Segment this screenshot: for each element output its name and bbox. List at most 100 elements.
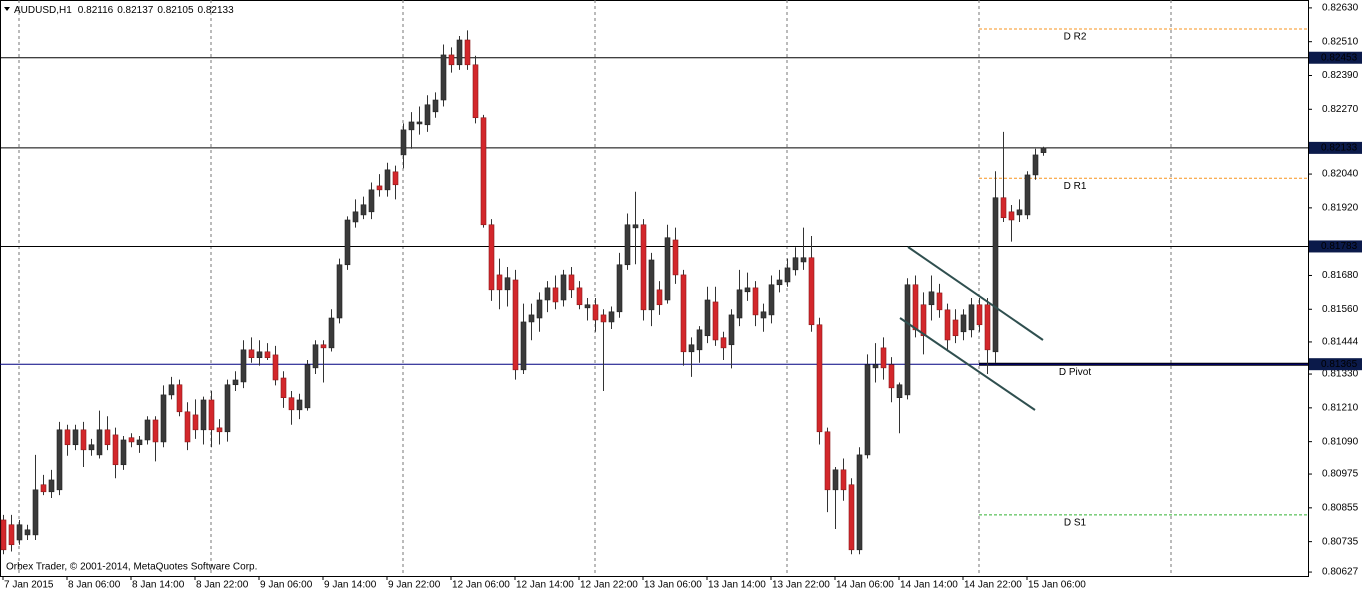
candle-body — [456, 39, 463, 66]
candle-body — [584, 304, 591, 309]
candle-body — [288, 397, 295, 411]
candle-body — [184, 411, 191, 443]
candle-body — [992, 197, 999, 353]
y-tick-label: 0.80735 — [1322, 536, 1359, 547]
candle-body — [472, 64, 479, 119]
y-tick-label: 0.81330 — [1322, 369, 1359, 380]
candle-body — [784, 267, 791, 283]
y-tick-label: 0.81090 — [1322, 436, 1359, 447]
last-open: 0.82116 — [78, 5, 114, 16]
candle-body — [24, 529, 31, 536]
last-low: 0.82105 — [157, 5, 194, 16]
candle-body — [208, 399, 215, 431]
candle-body — [328, 317, 335, 349]
trend-channel — [899, 246, 1044, 411]
candle-body — [56, 429, 63, 491]
candle-body — [832, 469, 839, 491]
candle-body — [592, 304, 599, 321]
candle-body — [128, 437, 135, 443]
x-tick-label: 13 Jan 14:00 — [708, 580, 766, 591]
candle-body — [848, 484, 855, 551]
candle-body — [504, 277, 511, 291]
price-label: 0.82133 — [1321, 143, 1358, 154]
candle-body — [368, 189, 375, 213]
x-tick-label: 12 Jan 14:00 — [516, 580, 574, 591]
candle-body — [536, 299, 543, 319]
candle-body — [152, 419, 159, 443]
x-tick-label: 12 Jan 06:00 — [452, 580, 510, 591]
grid — [18, 0, 1172, 576]
candle-body — [64, 429, 71, 446]
channel-lower-line — [899, 317, 1036, 411]
candle-body — [512, 279, 519, 371]
candle-body — [744, 287, 751, 293]
candle-body — [496, 274, 503, 291]
candle-body — [680, 274, 687, 353]
candles — [0, 30, 1047, 555]
candle-body — [448, 54, 455, 66]
chart-header: AUDUSD,H1 0.82116 0.82137 0.82105 0.82133 — [14, 5, 234, 16]
candle-body — [960, 314, 967, 333]
y-tick-label: 0.81444 — [1322, 337, 1359, 348]
candle-body — [1032, 154, 1039, 176]
candle-body — [432, 99, 439, 113]
y-tick-label: 0.81560 — [1322, 304, 1359, 315]
candle-body — [760, 311, 767, 319]
candle-body — [376, 185, 383, 191]
candle-body — [320, 344, 327, 349]
candle-body — [256, 351, 263, 359]
candle-body — [312, 344, 319, 369]
level-label: D R2 — [1064, 32, 1087, 43]
candle-body — [576, 287, 583, 306]
candle-body — [8, 524, 15, 546]
candle-body — [72, 429, 79, 446]
candle-body — [808, 257, 815, 326]
price-label-box — [1309, 358, 1362, 371]
candle-body — [664, 237, 671, 301]
candle-body — [720, 337, 727, 349]
candle-body — [0, 519, 7, 551]
level-label: D R1 — [1064, 181, 1087, 192]
menu-arrow[interactable] — [4, 7, 10, 11]
candle-body — [88, 444, 95, 451]
candle-body — [360, 204, 367, 216]
y-tick-label: 0.82270 — [1322, 104, 1359, 115]
candle-body — [952, 319, 959, 337]
horizontal-lines — [0, 57, 1308, 365]
candle-body — [96, 429, 103, 456]
candle-body — [968, 304, 975, 331]
x-tick-label: 14 Jan 14:00 — [900, 580, 958, 591]
x-tick-label: 8 Jan 06:00 — [68, 580, 121, 591]
candle-body — [80, 429, 87, 451]
candle-body — [792, 257, 799, 271]
candle-body — [872, 364, 879, 369]
y-tick-label: 0.82630 — [1322, 3, 1359, 14]
channel-upper-line — [907, 246, 1044, 341]
candle-body — [840, 469, 847, 491]
copyright: Orbex Trader, © 2001-2014, MetaQuotes So… — [6, 562, 257, 573]
candle-body — [728, 314, 735, 346]
candle-body — [1040, 147, 1047, 153]
candle-body — [616, 264, 623, 313]
candle-body — [264, 351, 271, 359]
candle-body — [912, 284, 919, 331]
x-tick-label: 9 Jan 06:00 — [260, 580, 313, 591]
candle-body — [1024, 174, 1031, 216]
candle-body — [752, 287, 759, 316]
symbol: AUDUSD,H1 — [14, 5, 72, 16]
candle-body — [176, 384, 183, 413]
candle-body — [248, 349, 255, 359]
candle-body — [32, 489, 39, 536]
candle-body — [400, 129, 407, 156]
x-tick-label: 9 Jan 22:00 — [388, 580, 441, 591]
y-tick-label: 0.81680 — [1322, 270, 1359, 281]
candle-body — [488, 224, 495, 291]
candle-body — [440, 54, 447, 101]
candle-body — [120, 439, 127, 466]
candle-body — [984, 304, 991, 351]
candle-body — [824, 431, 831, 491]
candle-body — [864, 364, 871, 456]
candle-body — [192, 414, 199, 431]
candle-body — [16, 524, 23, 541]
